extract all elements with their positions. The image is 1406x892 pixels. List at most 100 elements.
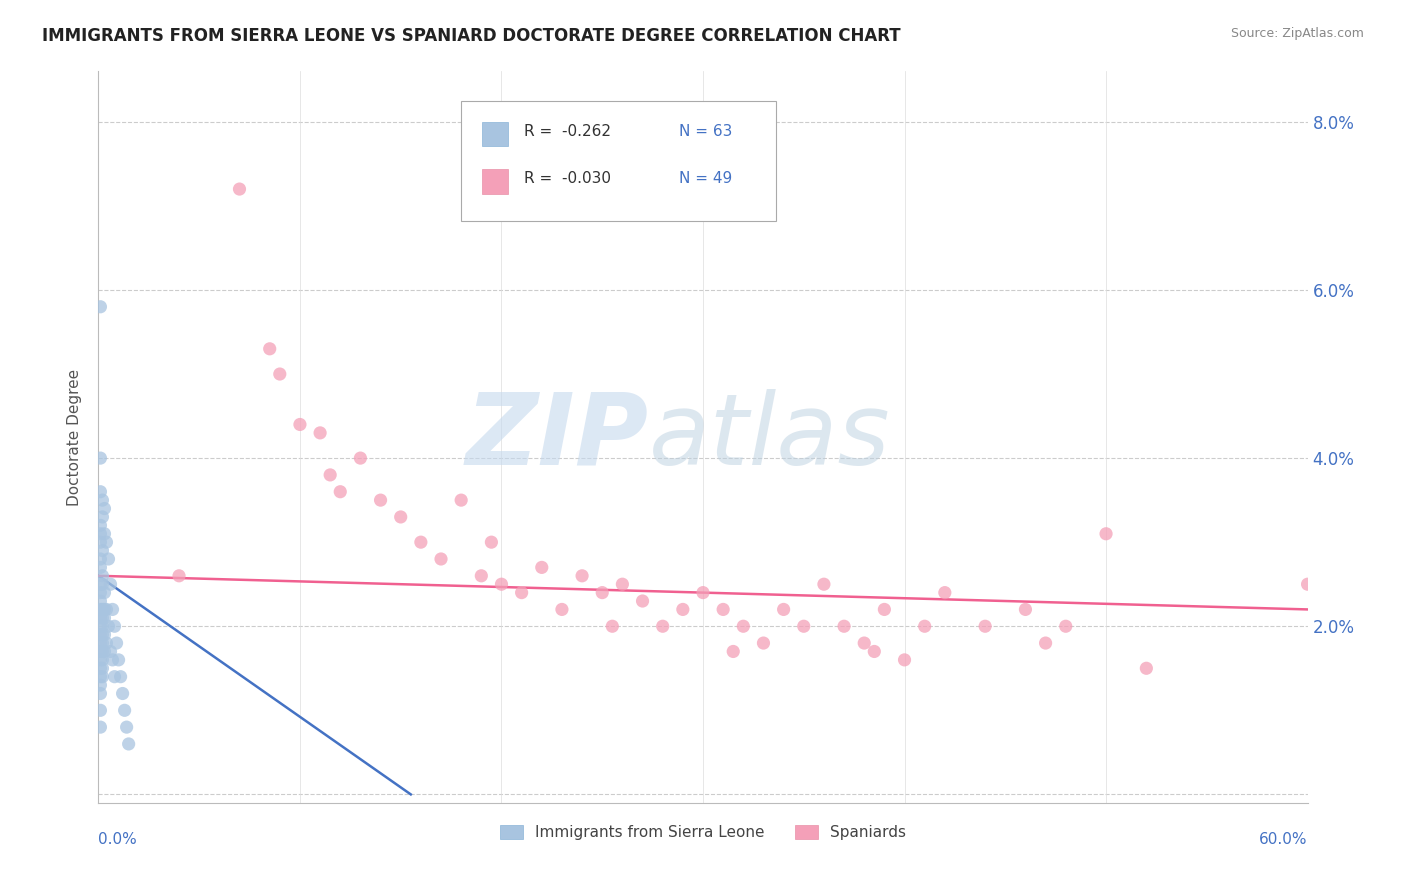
Point [118,737,141,751]
Point [91,569,114,583]
Point [91,577,114,591]
Point [481,535,503,549]
Point [93,611,115,625]
Point [89,560,111,574]
Point [89,300,111,314]
Point [389,510,412,524]
Point [89,678,111,692]
Point [96,602,118,616]
Point [93,602,115,616]
Point [93,501,115,516]
Point [91,493,114,508]
Point [288,417,311,432]
Point [1054,619,1077,633]
Point [409,535,432,549]
Point [96,535,118,549]
Text: 0.0%: 0.0% [98,832,138,847]
Point [93,644,115,658]
Point [101,602,124,616]
Point [772,602,794,616]
Text: N = 63: N = 63 [679,124,733,139]
Point [974,619,997,633]
Point [89,451,111,466]
Point [863,644,886,658]
Point [96,636,118,650]
Point [93,585,115,599]
Point [934,585,956,599]
Point [89,636,111,650]
FancyBboxPatch shape [482,122,509,146]
Point [89,720,111,734]
Point [672,602,695,616]
Point [89,484,111,499]
Point [89,703,111,717]
Text: N = 49: N = 49 [679,171,733,186]
Point [269,367,291,381]
Point [711,602,734,616]
Point [91,661,114,675]
Point [309,425,332,440]
Text: R =  -0.262: R = -0.262 [524,124,612,139]
Point [167,569,190,583]
Point [89,585,111,599]
Point [89,535,111,549]
FancyBboxPatch shape [482,169,509,194]
Point [591,585,613,599]
Point [89,552,111,566]
Point [114,703,136,717]
Point [89,526,111,541]
Point [103,670,125,684]
Point [1135,661,1157,675]
Text: IMMIGRANTS FROM SIERRA LEONE VS SPANIARD DOCTORATE DEGREE CORRELATION CHART: IMMIGRANTS FROM SIERRA LEONE VS SPANIARD… [42,27,901,45]
Point [105,636,128,650]
Point [692,585,714,599]
Point [93,526,115,541]
Point [228,182,250,196]
Point [510,585,533,599]
Point [551,602,574,616]
Point [450,493,472,508]
Point [602,619,624,633]
Point [89,518,111,533]
Point [873,602,896,616]
Legend: Immigrants from Sierra Leone, Spaniards: Immigrants from Sierra Leone, Spaniards [494,819,912,847]
Point [470,569,492,583]
Point [89,594,111,608]
Point [370,493,392,508]
Text: R =  -0.030: R = -0.030 [524,171,612,186]
Point [107,653,129,667]
Point [914,619,936,633]
Point [89,611,111,625]
Point [111,686,134,700]
Text: Source: ZipAtlas.com: Source: ZipAtlas.com [1230,27,1364,40]
Point [93,627,115,641]
Point [91,611,114,625]
Point [115,720,138,734]
Point [571,569,593,583]
Point [91,636,114,650]
Point [97,619,120,633]
Point [91,653,114,667]
Point [259,342,281,356]
Point [793,619,815,633]
Point [110,670,132,684]
Point [89,627,111,641]
Text: atlas: atlas [648,389,890,485]
Point [91,627,114,641]
Text: 60.0%: 60.0% [1260,832,1308,847]
Point [97,552,120,566]
Point [89,661,111,675]
Point [91,510,114,524]
Point [89,577,111,591]
Point [813,577,835,591]
Point [103,619,125,633]
Point [1035,636,1057,650]
Point [91,644,114,658]
Point [530,560,553,574]
Point [733,619,755,633]
Point [651,619,673,633]
Point [91,543,114,558]
Point [349,451,371,466]
Point [853,636,876,650]
Point [89,644,111,658]
